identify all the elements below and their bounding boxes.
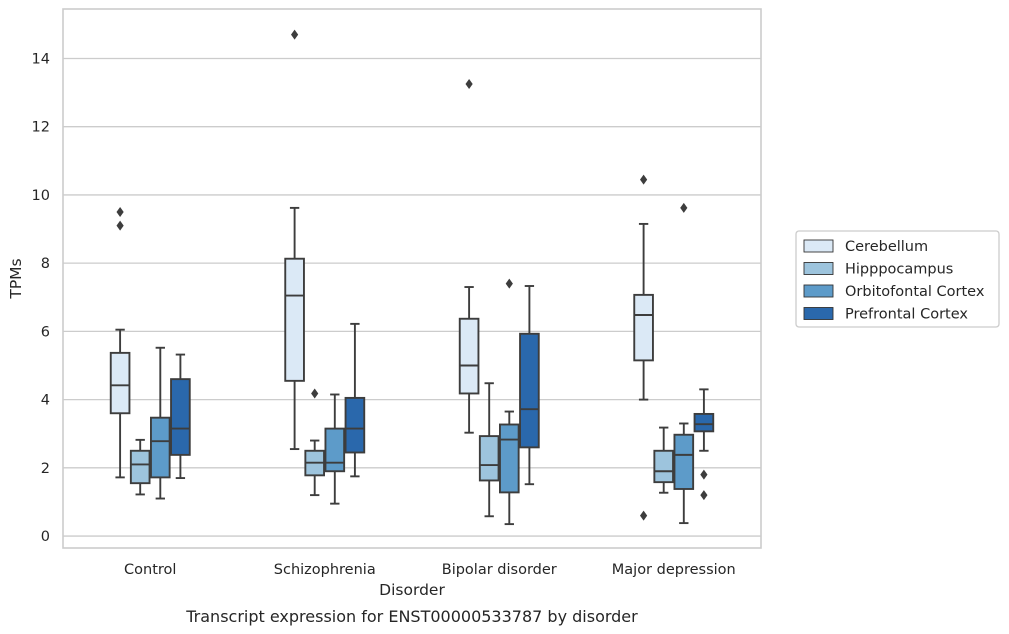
box-iqr [129,449,151,485]
y-tick-label: 14 [32,51,50,67]
x-tick-label: Control [124,562,176,578]
plot-frame [62,8,762,549]
box-cerebellum [633,174,654,521]
box-hipppocampus [304,388,325,497]
outlier-point [291,29,299,40]
box-iqr [499,423,520,494]
box-iqr [150,416,171,479]
x-tick-labels: Control Schizophrenia Bipolar disorder Majo… [124,562,736,578]
box-hipppocampus [478,382,500,518]
figure-caption: Transcript expression for ENST0000053378… [185,607,638,626]
box-cerebellum [284,29,305,451]
box-groups [109,29,715,526]
box-iqr [284,257,305,382]
y-tick-label: 0 [41,529,50,545]
box-hipppocampus [129,438,151,496]
legend-label: Hipppocampus [845,262,953,278]
box-prefrontal-cortex [170,353,191,480]
y-tick-label: 8 [41,256,50,272]
box-orbitofontal-cortex [324,393,346,505]
outlier-point [640,510,648,521]
box-cerebellum [458,79,480,434]
outlier-point [116,220,124,231]
x-tick-label: Major depression [612,562,736,578]
outlier-point [680,202,688,213]
legend-frame [795,230,1000,328]
y-tick-label: 2 [41,461,50,477]
y-axis-title: TPMs [7,258,25,299]
y-tick-label: 6 [41,324,50,340]
outlier-point [116,206,124,217]
box-iqr [633,293,654,362]
box-prefrontal-cortex [519,285,540,486]
box-hipppocampus [653,426,674,494]
outlier-point [505,278,513,289]
box-iqr [478,435,500,482]
box-orbitofontal-cortex [673,202,695,525]
outlier-point [700,469,708,480]
legend-label: Prefrontal Cortex [845,307,968,323]
legend: Cerebellum Hipppocampus Orbitofontal Corte… [795,230,1000,328]
x-tick-label: Bipolar disorder [442,562,557,578]
x-axis-title: Disorder [379,581,445,599]
box-iqr [519,332,540,449]
box-iqr [693,412,715,433]
y-tick-labels: 0 2 4 6 8 10 12 14 [32,51,50,545]
box-iqr [324,427,346,473]
box-iqr [109,351,131,415]
box-iqr [673,433,695,490]
x-tick-label: Schizophrenia [274,562,376,578]
legend-label: Cerebellum [845,239,928,255]
legend-swatch [803,239,834,253]
legend-label: Orbitofontal Cortex [845,284,985,300]
outlier-point [465,79,473,90]
box-orbitofontal-cortex [499,278,520,526]
outlier-point [311,388,319,399]
outlier-point [640,174,648,185]
box-iqr [170,378,191,456]
legend-swatch [803,307,834,320]
y-tick-label: 10 [32,188,50,204]
box-orbitofontal-cortex [150,346,171,500]
box-iqr [344,396,366,454]
box-iqr [458,317,480,395]
y-tick-label: 12 [32,120,50,136]
y-tick-label: 4 [41,393,50,409]
legend-swatch [803,262,834,275]
box-prefrontal-cortex [344,322,366,478]
outlier-point [700,490,708,501]
box-cerebellum [109,206,131,479]
box-iqr [653,449,674,484]
box-prefrontal-cortex [693,388,715,501]
legend-swatch [803,284,834,298]
